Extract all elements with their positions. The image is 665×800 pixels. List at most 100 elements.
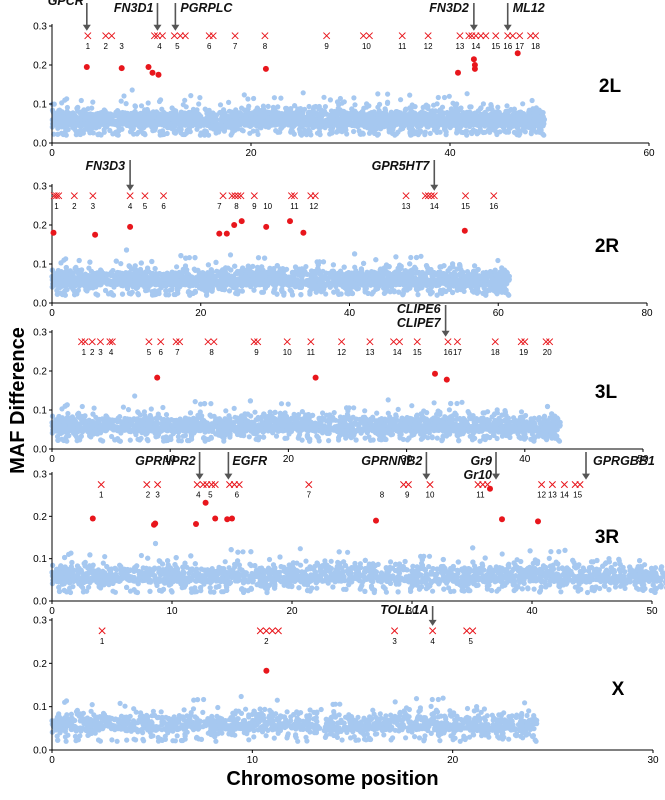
cross-marker (84, 32, 92, 40)
background-point (408, 129, 414, 135)
background-point (78, 97, 84, 104)
background-point (161, 122, 167, 128)
background-point (212, 112, 218, 118)
background-point (427, 130, 433, 136)
background-points (49, 247, 512, 298)
background-point (418, 253, 424, 259)
background-point (115, 132, 121, 138)
background-point (321, 94, 327, 100)
x-tick-label: 40 (444, 148, 456, 159)
background-point (302, 106, 308, 112)
outlier-point (155, 71, 162, 78)
background-point (495, 104, 501, 110)
background-point (76, 131, 82, 137)
background-point (271, 95, 277, 101)
background-point (328, 119, 334, 126)
background-point (124, 110, 131, 116)
background-point (278, 95, 284, 101)
background-point (118, 114, 124, 121)
background-point (196, 101, 202, 107)
background-point (373, 111, 379, 117)
y-tick-label: 0.1 (33, 100, 47, 111)
background-point (241, 92, 247, 98)
background-point (408, 254, 414, 261)
background-point (407, 105, 413, 111)
background-point (327, 97, 333, 103)
background-point (477, 126, 483, 132)
cross-marker (231, 32, 239, 40)
cross-marker (532, 32, 540, 40)
background-point (75, 108, 81, 114)
outlier-point (455, 69, 461, 76)
background-point (398, 122, 404, 128)
cross-marker (482, 32, 490, 40)
background-point (452, 122, 458, 128)
background-point (443, 122, 449, 128)
background-point (146, 111, 152, 117)
outlier-point (514, 50, 521, 57)
marker-number-label: 3 (119, 42, 124, 51)
marker-number-label: 18 (531, 42, 540, 51)
background-point (439, 104, 446, 110)
gene-arrowhead (82, 24, 91, 31)
background-point (176, 127, 182, 133)
outlier-point (118, 65, 125, 72)
background-point (202, 106, 208, 112)
background-point (270, 104, 276, 110)
background-point (271, 109, 277, 115)
background-point (97, 122, 103, 128)
background-point (306, 103, 312, 110)
background-point (268, 116, 274, 122)
background-point (281, 117, 287, 123)
background-point (461, 112, 467, 118)
background-point (69, 117, 75, 123)
background-point (515, 113, 521, 119)
background-point (366, 130, 373, 136)
background-point (194, 126, 200, 132)
panel-2r: 0.00.10.20.30 20 40 60 801 2 3 4 5 6 7 8 9 10 11 12 13 14… (33, 159, 653, 319)
marker-number-label: 1 (86, 42, 91, 51)
background-point (82, 116, 88, 122)
background-point (246, 103, 252, 109)
background-point (318, 107, 324, 113)
background-point (393, 121, 399, 127)
x-tick-label: 20 (245, 148, 257, 159)
background-point (327, 131, 333, 137)
background-point (245, 96, 251, 102)
background-point (239, 105, 245, 111)
background-point (153, 109, 160, 115)
marker-number-label: 4 (157, 42, 162, 51)
cross-marker (365, 32, 373, 40)
cross-marker (181, 32, 189, 40)
background-point (221, 116, 227, 122)
cross-marker (102, 32, 110, 40)
background-point (63, 132, 69, 138)
cross-marker (170, 32, 178, 40)
background-point (395, 129, 401, 135)
background-point (197, 95, 203, 101)
y-tick-label: 0.3 (33, 22, 47, 33)
background-point (434, 101, 440, 107)
background-point (339, 129, 345, 135)
background-point (532, 116, 538, 122)
background-point (435, 94, 441, 101)
gene-label: PGRPLC (180, 1, 233, 15)
cross-marker (398, 32, 406, 40)
background-point (101, 107, 107, 113)
marker-number-label: 8 (263, 42, 268, 51)
background-point (441, 94, 448, 101)
background-point (513, 130, 519, 136)
background-point (374, 119, 380, 125)
background-point (118, 98, 124, 104)
background-point (398, 97, 404, 103)
background-point (171, 119, 178, 125)
background-point (194, 121, 200, 127)
background-point (449, 111, 455, 117)
background-point (254, 105, 260, 111)
background-point (383, 121, 390, 127)
y-tick-label: 0.0 (33, 139, 47, 150)
cross-marker (359, 32, 367, 40)
background-point (363, 115, 369, 121)
background-point (95, 110, 101, 117)
outlier-point (83, 64, 90, 70)
